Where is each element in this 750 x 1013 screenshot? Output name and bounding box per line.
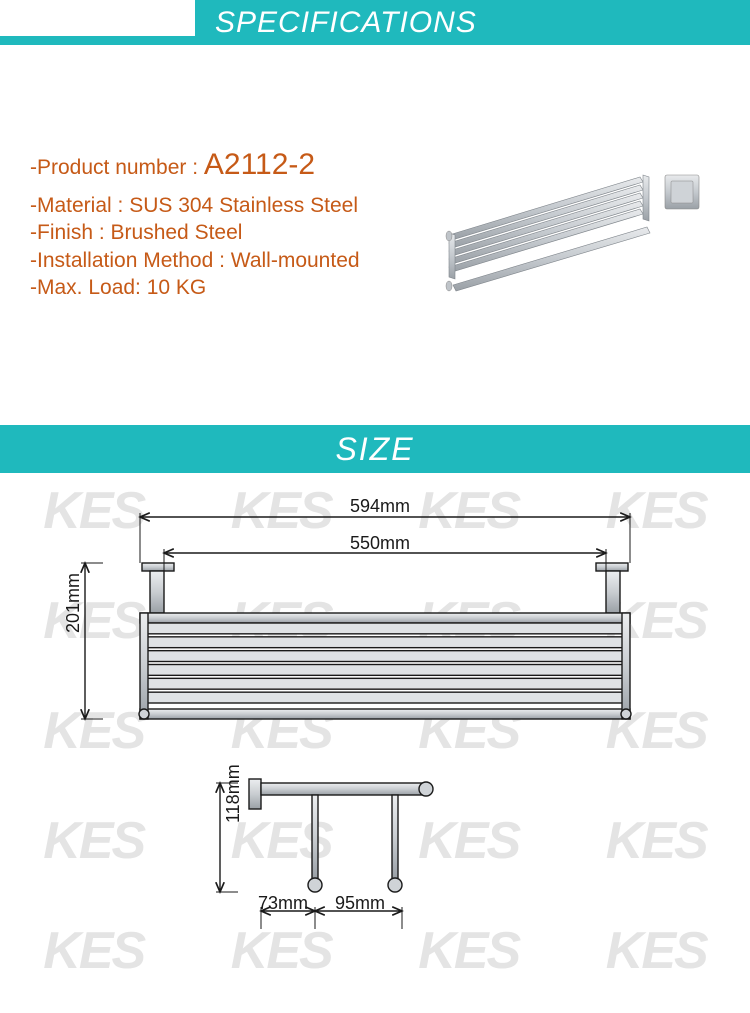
spec-value: Brushed Steel xyxy=(111,221,243,244)
dim-inner-width: 550mm xyxy=(350,533,410,554)
spec-value: SUS 304 Stainless Steel xyxy=(129,194,358,217)
spec-line: -Max. Load: 10 KG xyxy=(30,274,425,301)
spec-label: -Product number : xyxy=(30,156,204,179)
product-image xyxy=(435,145,720,315)
spec-value: 10 KG xyxy=(147,276,207,299)
spec-label: -Installation Method : xyxy=(30,249,231,272)
spec-label: -Material : xyxy=(30,194,129,217)
spec-label: -Finish : xyxy=(30,221,111,244)
spec-line: -Product number : A2112-2 xyxy=(30,145,425,184)
specifications-body: -Product number : A2112-2 -Material : SUS… xyxy=(0,50,750,315)
size-diagram-area: KESKESKESKES KESKESKESKES KESKESKESKES K… xyxy=(0,473,750,993)
spec-value: A2112-2 xyxy=(204,148,315,181)
specifications-title: SPECIFICATIONS xyxy=(195,0,750,45)
dim-height: 201mm xyxy=(63,573,84,633)
spec-label: -Max. Load: xyxy=(30,276,147,299)
specifications-banner: SPECIFICATIONS xyxy=(0,0,750,50)
spec-line: -Material : SUS 304 Stainless Steel xyxy=(30,192,425,219)
dim-bracket-offset: 73mm xyxy=(258,893,308,914)
dim-bracket-spacing: 95mm xyxy=(335,893,385,914)
size-title: SIZE xyxy=(0,425,750,473)
dim-depth: 118mm xyxy=(223,764,244,823)
spec-line: -Installation Method : Wall-mounted xyxy=(30,247,425,274)
spec-text-block: -Product number : A2112-2 -Material : SUS… xyxy=(30,145,425,301)
spec-value: Wall-mounted xyxy=(231,249,360,272)
banner-left-accent xyxy=(0,36,195,45)
spec-line: -Finish : Brushed Steel xyxy=(30,219,425,246)
size-banner: SIZE xyxy=(0,425,750,473)
dim-overall-width: 594mm xyxy=(350,496,410,517)
